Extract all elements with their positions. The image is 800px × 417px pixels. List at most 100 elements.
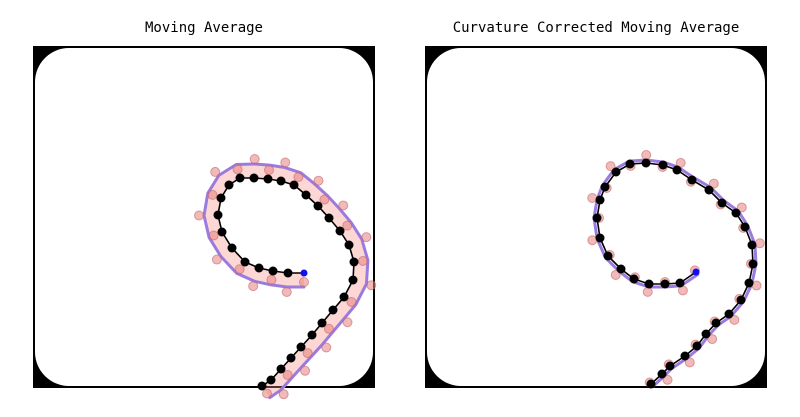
average-point (317, 318, 327, 328)
sample-point (299, 277, 309, 287)
end-point (692, 268, 700, 276)
panel-title: Moving Average (145, 20, 263, 36)
sample-point (234, 264, 245, 275)
sample-point (280, 157, 291, 168)
average-point (349, 257, 359, 267)
average-point (276, 364, 286, 374)
average-point (687, 175, 697, 185)
average-point (629, 274, 639, 284)
average-point (289, 180, 299, 190)
sample-point (282, 370, 293, 381)
sample-point (587, 193, 598, 204)
average-point (283, 268, 293, 278)
average-point (603, 251, 613, 261)
average-point (313, 201, 323, 211)
average-point (711, 318, 721, 328)
average-point (324, 213, 334, 223)
sample-point (248, 281, 259, 292)
sample-point (342, 317, 353, 328)
average-point (592, 213, 602, 223)
average-point (644, 279, 654, 289)
average-point (344, 240, 354, 250)
average-point (263, 174, 273, 184)
sample-point (300, 365, 311, 376)
average-point (747, 240, 757, 250)
average-point (748, 259, 758, 269)
sample-point (321, 342, 332, 353)
average-point (701, 329, 711, 339)
sample-point (281, 286, 292, 297)
sample-point (263, 165, 274, 176)
average-point (240, 257, 250, 267)
sample-point (323, 323, 334, 334)
average-point (665, 361, 675, 371)
average-point (254, 263, 264, 273)
average-point (740, 222, 750, 232)
average-point (224, 180, 234, 190)
sample-point (313, 175, 324, 186)
sample-point (610, 269, 621, 280)
average-point (660, 279, 670, 289)
average-point (646, 379, 656, 389)
average-point (227, 243, 237, 253)
average-point (213, 210, 223, 220)
sample-point (194, 210, 205, 221)
sample-point (708, 178, 719, 189)
sample-point (641, 150, 652, 161)
average-point (672, 165, 682, 175)
average-point (335, 226, 345, 236)
average-point (724, 309, 734, 319)
sample-point (754, 238, 765, 249)
sample-point (729, 314, 740, 325)
average-point (266, 375, 276, 385)
curve-group (194, 154, 377, 400)
sample-point (642, 286, 653, 297)
average-point (692, 341, 702, 351)
average-point (339, 292, 349, 302)
average-point (600, 182, 610, 192)
panel-title: Curvature Corrected Moving Average (453, 20, 740, 36)
sample-point (210, 166, 221, 177)
sample-point (662, 374, 673, 385)
sample-point (736, 202, 747, 213)
sample-point (293, 172, 304, 183)
average-point (704, 185, 714, 195)
average-point (301, 190, 311, 200)
sample-point (249, 154, 260, 165)
average-point (625, 159, 635, 169)
sample-point (605, 161, 616, 172)
sample-point (684, 357, 695, 368)
average-point (216, 193, 226, 203)
average-point (276, 176, 286, 186)
average-point (641, 158, 651, 168)
smoothed-curve (202, 162, 370, 400)
average-point (717, 198, 727, 208)
average-point (307, 330, 317, 340)
average-point (658, 160, 668, 170)
sample-point (361, 232, 372, 243)
sample-point (675, 157, 686, 168)
average-point (257, 381, 267, 391)
sample-point (261, 388, 272, 399)
average-point (217, 227, 227, 237)
average-point (731, 208, 741, 218)
average-point (235, 173, 245, 183)
sample-point (211, 254, 222, 265)
average-point (736, 295, 746, 305)
sample-point (302, 348, 313, 359)
panel: Moving Average (33, 20, 377, 400)
sample-point (266, 274, 277, 285)
sample-point (207, 189, 218, 200)
sample-point (366, 280, 377, 291)
sample-point (707, 334, 718, 345)
sample-point (319, 194, 330, 205)
sample-point (587, 235, 598, 246)
average-point (348, 275, 358, 285)
average-point (657, 369, 667, 379)
average-point (296, 342, 306, 352)
average-point (595, 233, 605, 243)
average-point (286, 353, 296, 363)
average-point (611, 167, 621, 177)
sample-point (357, 255, 368, 266)
